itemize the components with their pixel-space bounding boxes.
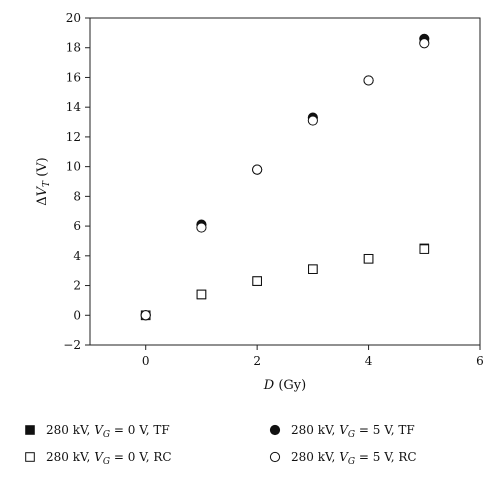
x-axis-title-unit: (Gy) [274,378,306,393]
y-tick-label: 18 [66,41,81,55]
data-point [363,75,374,86]
y-axis-title-subscript: T [42,180,52,187]
y-tick-label: 12 [66,130,81,144]
y-tick-label: 16 [66,70,81,84]
x-tick-label: 4 [365,354,373,368]
plot-area [89,17,481,346]
x-axis-title: D (Gy) [263,378,306,393]
y-tick-label: 20 [66,11,81,25]
legend-label: 280 kV, VG = 0 V, TF [46,423,170,440]
data-point [419,244,430,254]
y-tick-label: 10 [66,160,81,174]
legend-label: 280 kV, VG = 5 V, RC [291,450,417,467]
legend: 280 kV, VG = 0 V, TF 280 kV, VG = 5 V, TF… [25,423,417,467]
legend-label: 280 kV, VG = 0 V, RC [46,450,172,467]
y-axis-title-delta: Δ [35,196,50,205]
data-point [140,310,151,321]
legend-marker [269,424,281,436]
x-tick-label: 6 [476,354,484,368]
x-tick-label: 0 [142,354,150,368]
y-tick-label: 14 [66,100,82,114]
legend-marker [269,451,281,463]
plot-border [89,17,481,346]
y-tick-label: −2 [63,338,81,352]
y-tick-label: 6 [73,219,81,233]
data-points [140,33,430,321]
data-point [308,264,318,274]
legend-marker [25,425,35,435]
data-point [252,276,262,286]
y-axis-title: ΔVT (V) [35,157,52,205]
data-point [419,38,430,49]
legend-marker [25,452,35,462]
data-point [196,289,207,300]
y-tick-label: 2 [73,279,81,293]
axis-ticks: −2 0 2 4 6 8 10 12 14 16 18 20 0 2 4 6 [63,11,484,368]
y-axis-title-symbol: V [35,185,50,196]
y-tick-label: 4 [73,249,81,263]
x-axis-title-symbol: D [263,378,275,393]
data-point [252,164,263,175]
data-point [196,222,207,233]
y-tick-label: 0 [73,308,81,322]
data-point [307,115,318,126]
x-tick-label: 2 [253,354,261,368]
legend-label: 280 kV, VG = 5 V, TF [291,423,415,440]
data-point [363,253,374,264]
y-tick-label: 8 [73,189,81,203]
y-axis-title-unit: (V) [35,157,50,181]
